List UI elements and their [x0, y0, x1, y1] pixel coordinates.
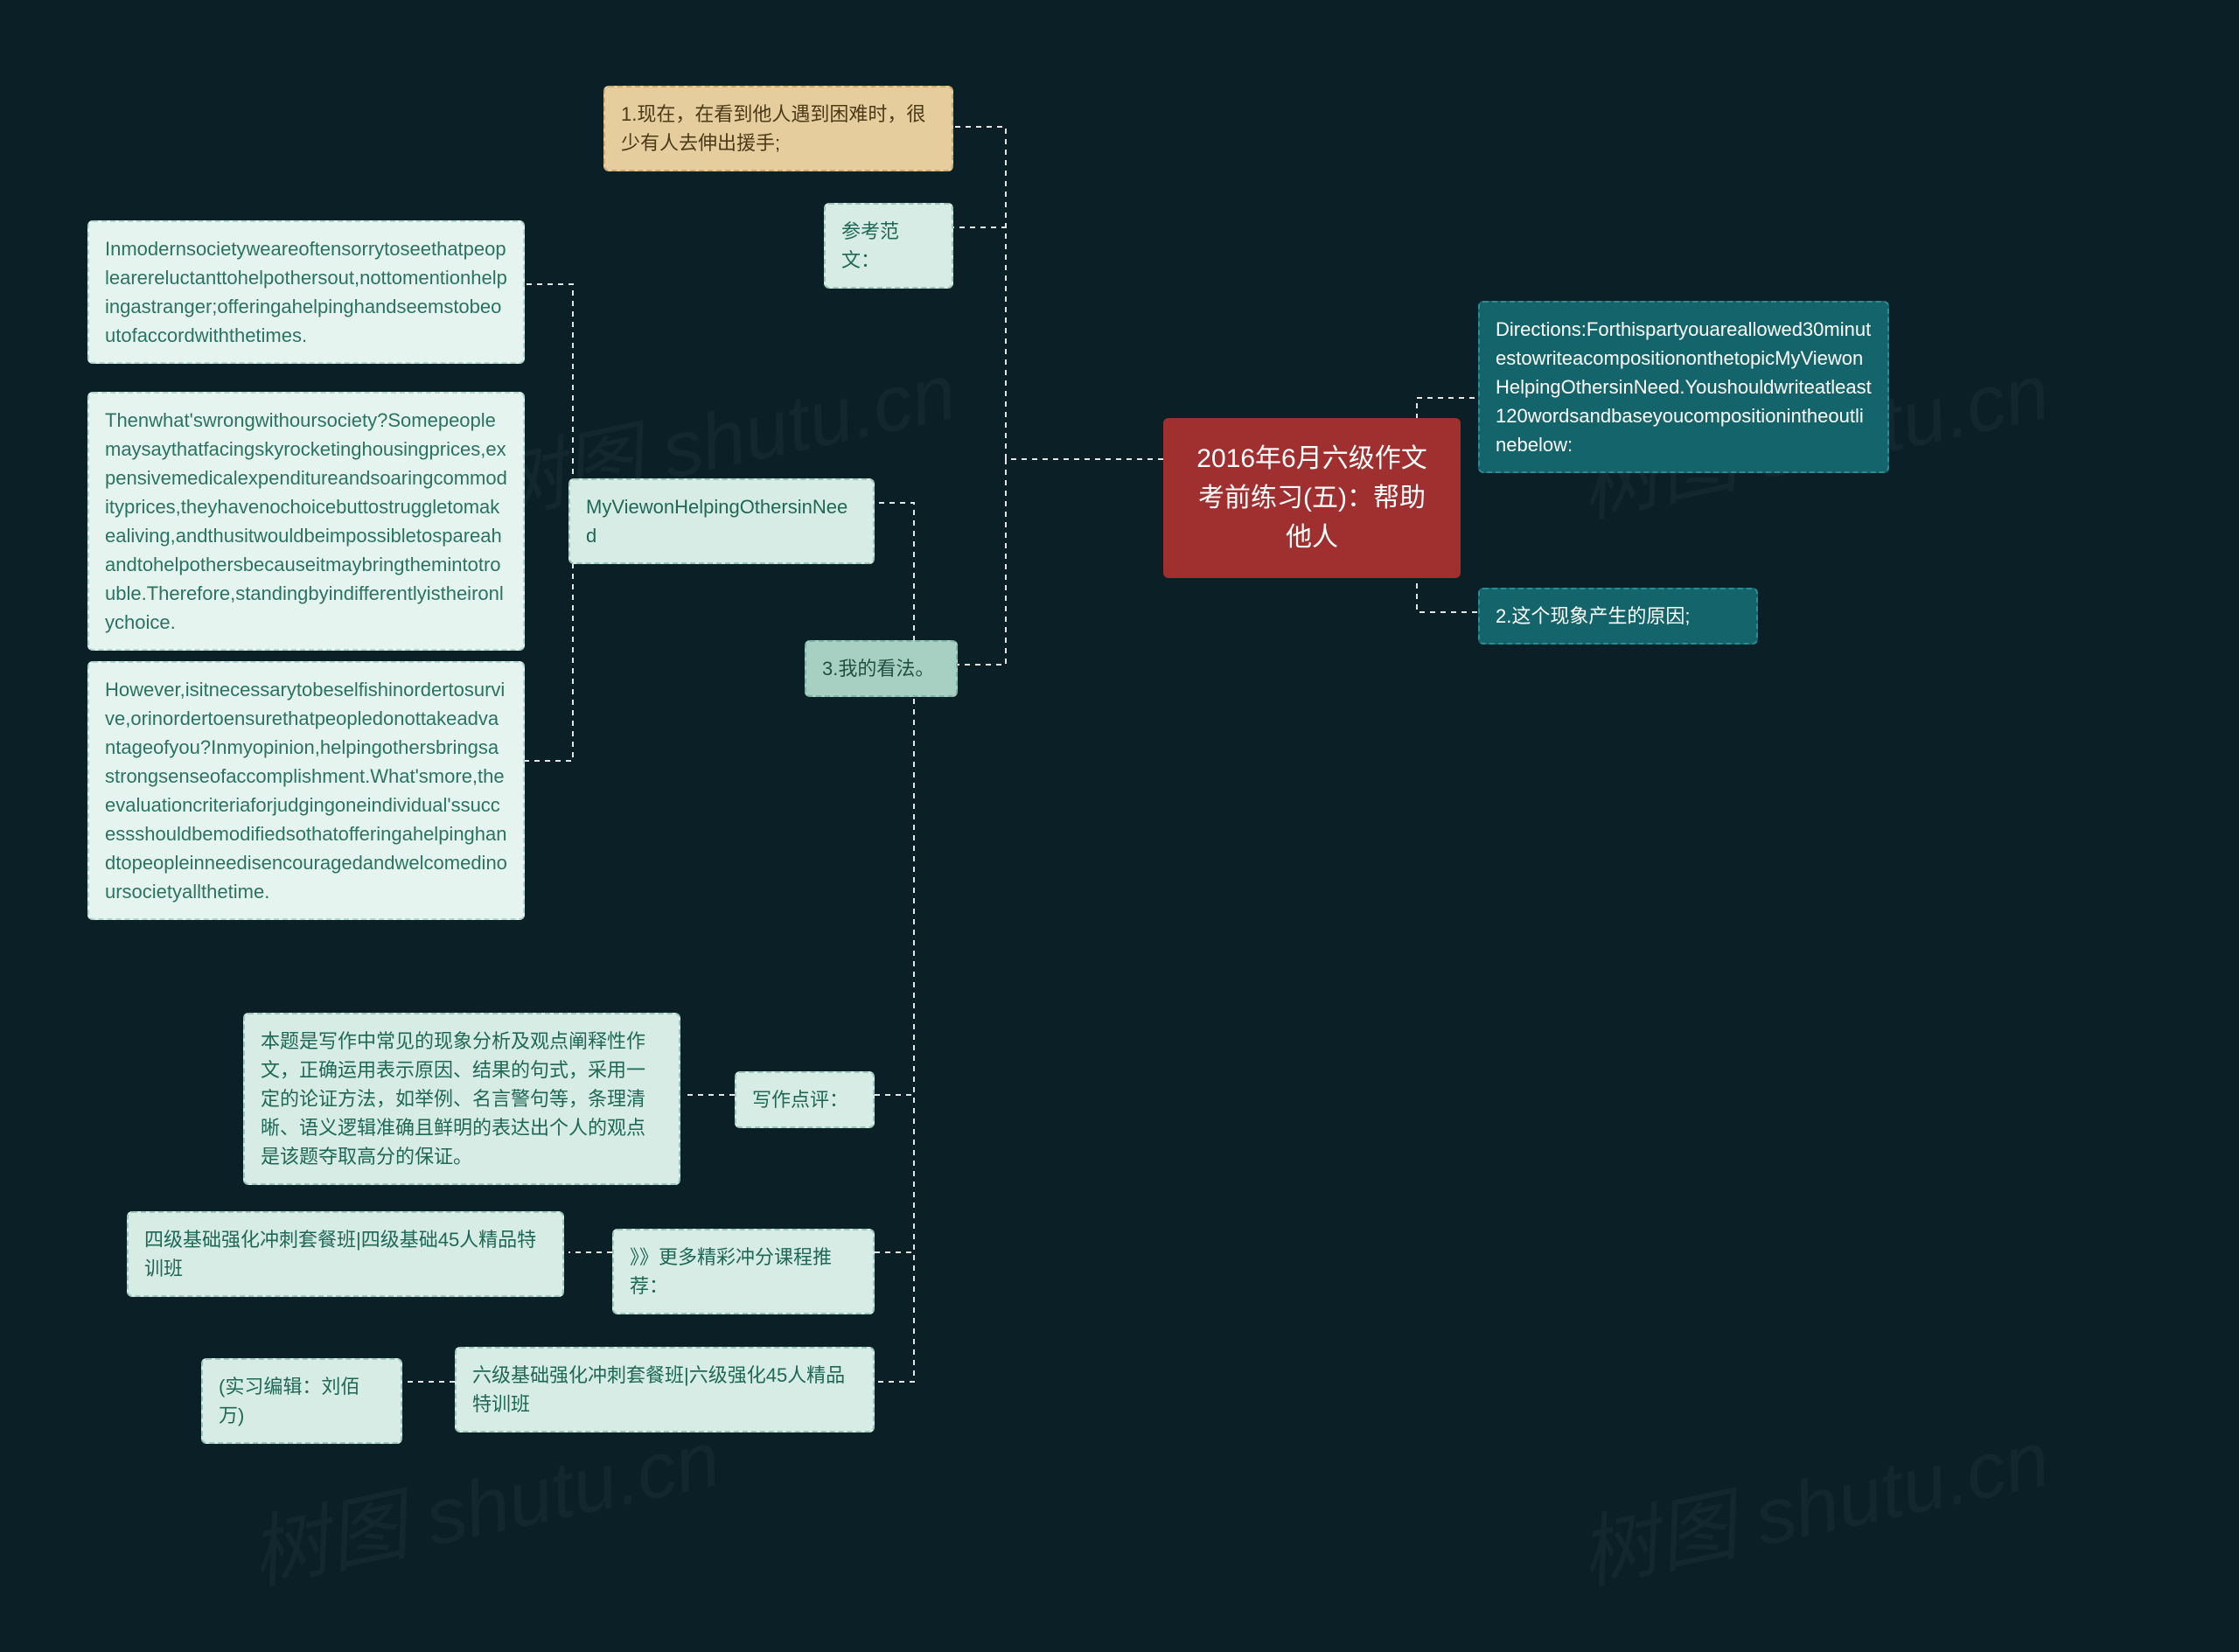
para2-node[interactable]: Thenwhat'swrongwithoursociety?Somepeople… [87, 392, 525, 651]
course6-node[interactable]: 六级基础强化冲刺套餐班|六级强化45人精品特训班 [455, 1347, 875, 1432]
para3-node[interactable]: However,isitnecessarytobeselfishinordert… [87, 661, 525, 920]
para1-node[interactable]: Inmodernsocietyweareoftensorrytoseethatp… [87, 220, 525, 364]
editor-node[interactable]: (实习编辑：刘佰万) [201, 1358, 402, 1444]
directions-node[interactable]: Directions:Forthispartyouareallowed30min… [1478, 301, 1889, 473]
review-body-node[interactable]: 本题是写作中常见的现象分析及观点阐释性作文，正确运用表示原因、结果的句式，采用一… [243, 1013, 680, 1185]
root-node[interactable]: 2016年6月六级作文考前练习(五)：帮助他人 [1163, 418, 1461, 578]
review-label-node[interactable]: 写作点评： [735, 1071, 875, 1128]
point1-node[interactable]: 1.现在，在看到他人遇到困难时，很少有人去伸出援手; [603, 86, 953, 171]
essay-title-node[interactable]: MyViewonHelpingOthersinNeed [568, 478, 875, 564]
course4-node[interactable]: 四级基础强化冲刺套餐班|四级基础45人精品特训班 [127, 1211, 564, 1297]
courses-label-node[interactable]: 》》更多精彩冲分课程推荐： [612, 1229, 875, 1314]
watermark: 树图 shutu.cn [1567, 1395, 2057, 1606]
sample-label-node[interactable]: 参考范文： [824, 203, 953, 289]
point3-node[interactable]: 3.我的看法。 [805, 640, 958, 697]
reason-node[interactable]: 2.这个现象产生的原因; [1478, 588, 1758, 645]
